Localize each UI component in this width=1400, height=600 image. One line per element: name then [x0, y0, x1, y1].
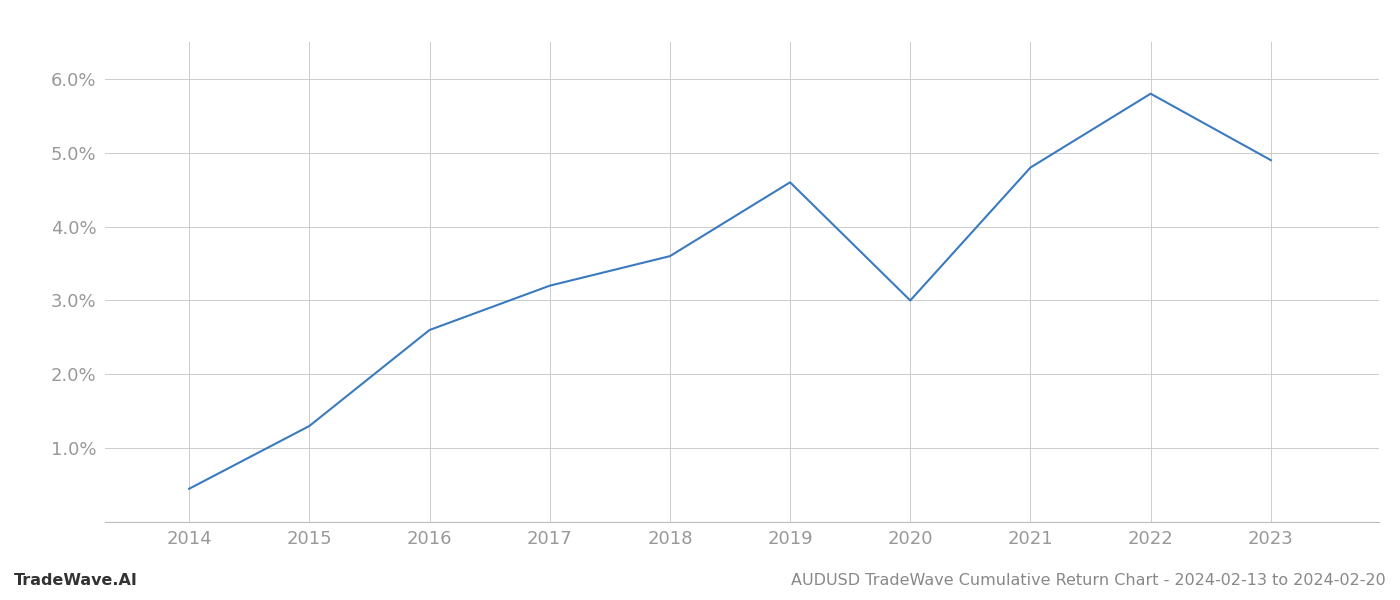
Text: AUDUSD TradeWave Cumulative Return Chart - 2024-02-13 to 2024-02-20: AUDUSD TradeWave Cumulative Return Chart… [791, 573, 1386, 588]
Text: TradeWave.AI: TradeWave.AI [14, 573, 137, 588]
